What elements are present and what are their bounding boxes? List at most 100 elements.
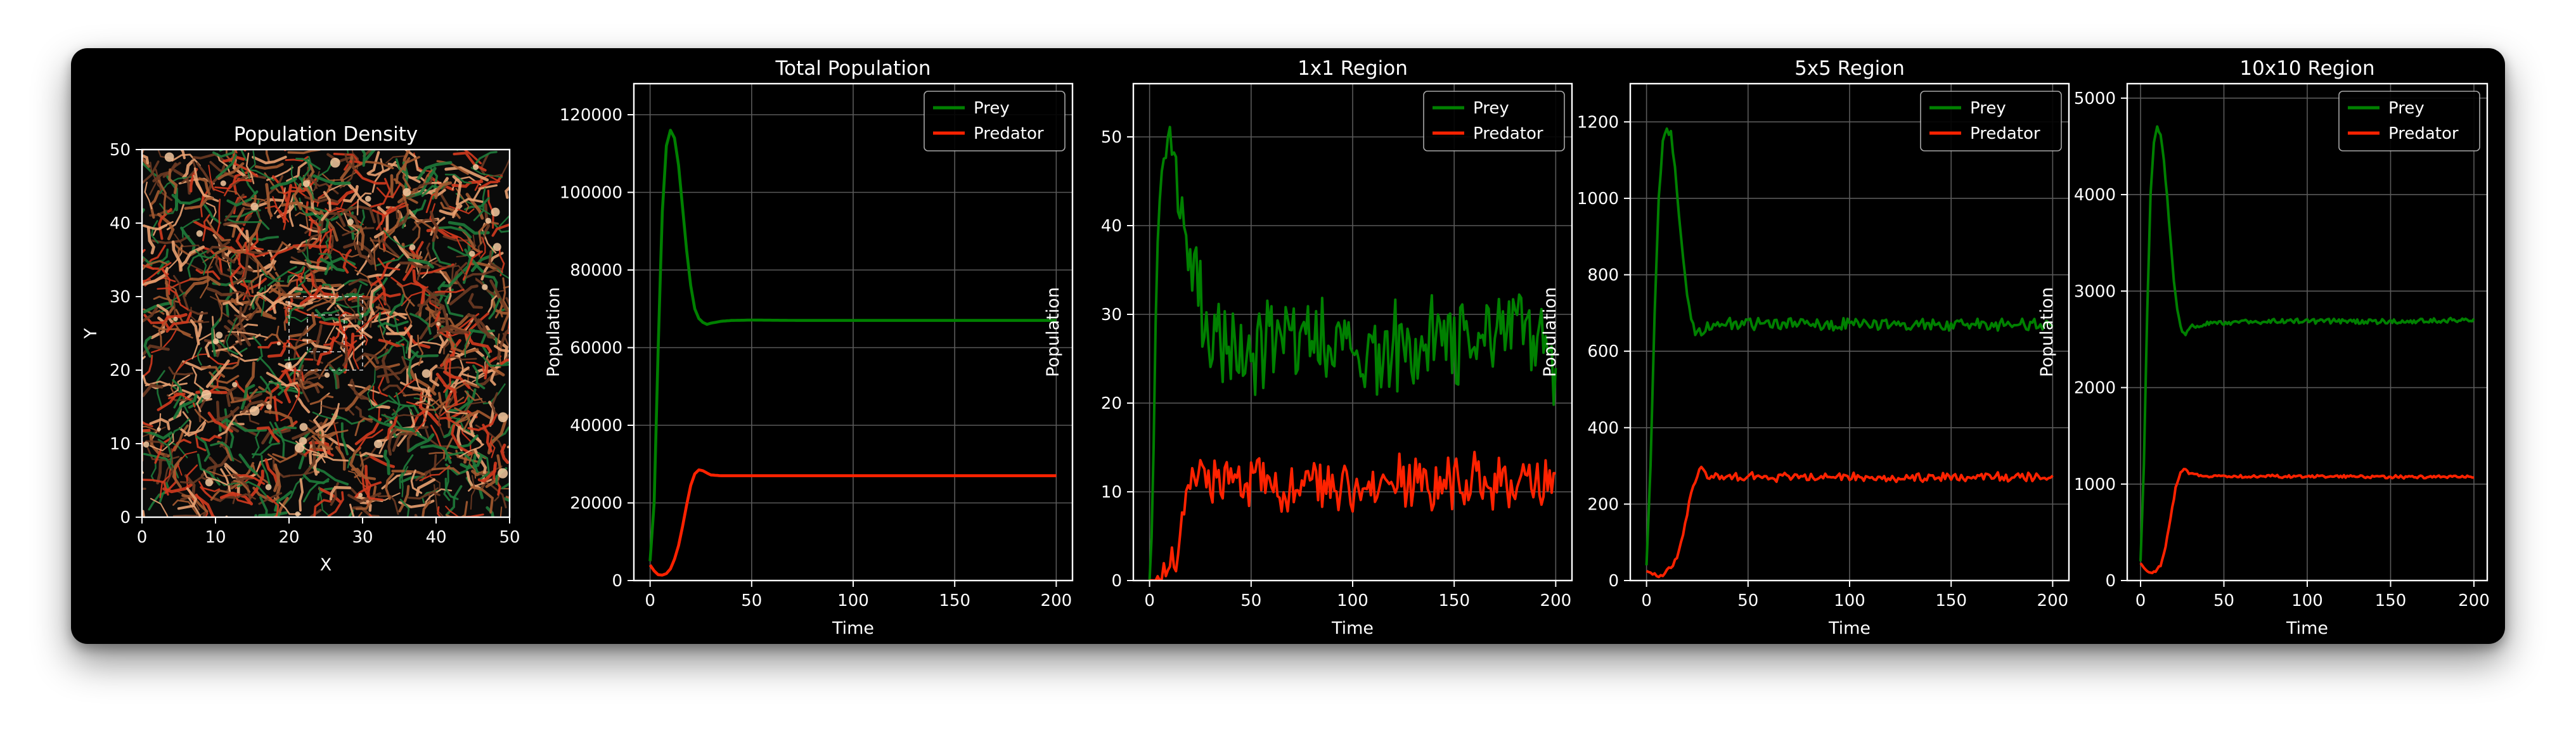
density-stroke — [210, 489, 235, 501]
density-stroke — [505, 185, 510, 199]
x-tick-label: 200 — [1041, 591, 1072, 610]
density-stroke — [171, 153, 201, 167]
density-stroke — [266, 166, 293, 181]
density-hotspot — [330, 157, 340, 168]
density-stroke — [300, 158, 311, 187]
density-stroke — [287, 267, 306, 276]
density-stroke — [318, 228, 333, 260]
density-stroke — [472, 364, 486, 390]
density-stroke — [318, 486, 332, 517]
density-stroke — [409, 176, 442, 184]
density-stroke — [195, 435, 210, 462]
density-stroke — [396, 283, 415, 307]
density-stroke — [344, 212, 359, 245]
y-tick-label: 60000 — [570, 339, 622, 358]
density-stroke — [206, 241, 230, 254]
density-stroke — [273, 497, 301, 515]
density-stroke — [150, 498, 169, 517]
density-stroke — [324, 257, 356, 276]
density-stroke — [392, 432, 416, 452]
density-stroke — [293, 366, 300, 397]
density-stroke — [488, 298, 501, 320]
legend-label: Prey — [974, 99, 1010, 118]
density-stroke — [425, 191, 439, 214]
density-stroke — [447, 434, 479, 449]
density-stroke — [290, 165, 305, 191]
density-stroke — [369, 283, 383, 316]
density-stroke — [324, 402, 340, 433]
density-stroke — [335, 327, 347, 354]
density-stroke — [347, 509, 354, 517]
density-stroke — [299, 478, 304, 512]
density-stroke — [208, 164, 225, 194]
density-stroke — [389, 293, 405, 316]
density-stroke — [183, 278, 210, 297]
density-stroke — [142, 420, 153, 428]
density-stroke — [385, 472, 394, 500]
density-stroke — [319, 429, 349, 439]
density-stroke — [267, 342, 287, 358]
density-stroke — [427, 306, 458, 331]
density-stroke — [406, 401, 427, 433]
density-hotspot — [285, 362, 292, 370]
density-hotspot — [212, 338, 219, 345]
density-stroke — [304, 222, 321, 246]
density-stroke — [245, 152, 255, 184]
x-tick-label: 20 — [278, 528, 299, 547]
density-stroke — [354, 451, 364, 479]
density-stroke — [453, 151, 487, 172]
density-stroke — [196, 162, 216, 191]
x-tick-label: 0 — [1641, 591, 1652, 610]
density-stroke — [142, 383, 164, 397]
density-stroke — [196, 347, 202, 366]
density-stroke — [303, 439, 317, 476]
density-stroke — [143, 335, 152, 358]
chart-title: 5x5 Region — [1794, 57, 1905, 80]
density-stroke — [348, 278, 378, 287]
y-tick-label: 40 — [110, 214, 131, 233]
density-stroke — [448, 221, 490, 235]
density-hotspot — [196, 230, 203, 237]
density-stroke — [432, 238, 451, 266]
x-axis-label: Time — [1331, 619, 1374, 638]
density-stroke — [287, 305, 304, 325]
density-stroke — [169, 439, 191, 456]
density-panel: 0 10 20 30 40 50 0 10 20 30 40 50 Population Density… — [81, 123, 520, 575]
density-stroke — [245, 169, 275, 181]
density-stroke — [219, 150, 247, 161]
density-stroke — [249, 382, 281, 394]
density-stroke — [444, 166, 489, 182]
density-hotspot — [216, 331, 223, 339]
density-stroke — [395, 157, 411, 184]
density-stroke — [240, 383, 255, 410]
density-stroke — [338, 311, 352, 329]
density-stroke — [370, 237, 377, 271]
density-stroke — [493, 262, 510, 280]
density-stroke — [319, 258, 345, 272]
density-stroke — [321, 404, 355, 416]
density-stroke — [270, 287, 302, 298]
density-stroke — [162, 162, 181, 178]
density-stroke — [261, 455, 271, 487]
density-stroke — [210, 374, 221, 392]
density-stroke — [312, 174, 351, 186]
density-stroke — [195, 250, 207, 276]
x-tick-label: 200 — [2037, 591, 2069, 610]
density-stroke — [235, 333, 261, 343]
density-stroke — [197, 311, 204, 338]
density-stroke — [303, 374, 328, 386]
density-stroke — [498, 215, 510, 228]
density-stroke — [226, 317, 238, 352]
density-stroke — [431, 467, 460, 475]
density-stroke — [399, 498, 410, 517]
density-hotspot — [498, 412, 508, 423]
density-stroke — [489, 157, 510, 177]
density-hotspot — [201, 389, 212, 400]
density-stroke — [264, 410, 294, 428]
density-hotspot — [294, 443, 305, 453]
legend: Prey Predator — [1423, 91, 1565, 151]
density-stroke — [184, 196, 214, 210]
density-stroke — [187, 250, 208, 278]
density-stroke — [142, 248, 155, 270]
density-stroke — [194, 408, 216, 423]
